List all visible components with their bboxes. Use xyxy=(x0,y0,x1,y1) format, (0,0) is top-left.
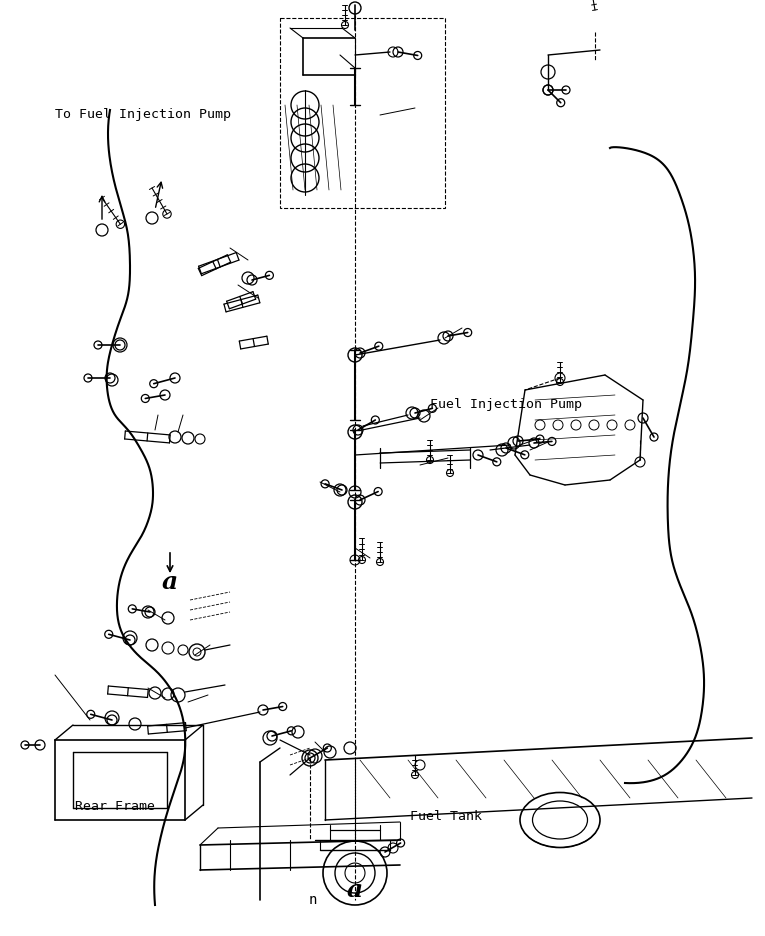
Text: Fuel Injection Pump: Fuel Injection Pump xyxy=(430,398,582,411)
Text: To Fuel Injection Pump: To Fuel Injection Pump xyxy=(55,108,231,121)
Text: a: a xyxy=(162,570,178,594)
Text: n: n xyxy=(309,893,317,907)
Bar xyxy=(280,18,445,208)
Text: a: a xyxy=(347,878,363,902)
Text: Rear Frame: Rear Frame xyxy=(75,800,155,813)
Text: Fuel Tank: Fuel Tank xyxy=(410,810,482,823)
